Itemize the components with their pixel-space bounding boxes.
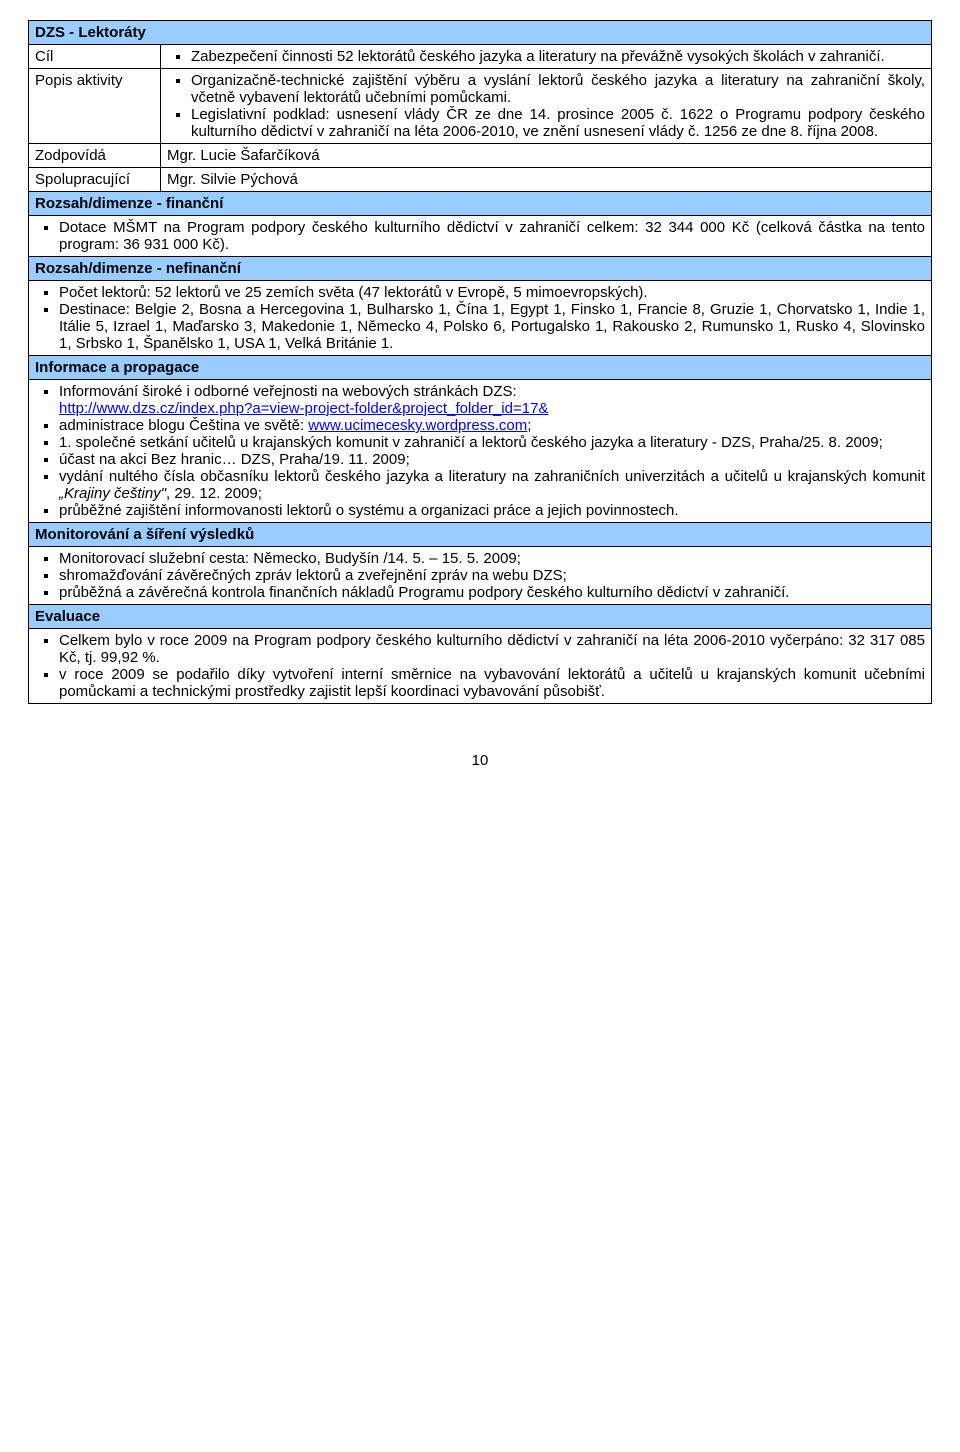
rozsah-nefin-content: Počet lektorů: 52 lektorů ve 25 zemích s… bbox=[29, 281, 932, 356]
spolupracujici-value: Mgr. Silvie Pýchová bbox=[161, 168, 932, 192]
title-cell: DZS - Lektoráty bbox=[29, 21, 932, 45]
eval-item-1: Celkem bylo v roce 2009 na Program podpo… bbox=[59, 632, 925, 666]
info-prop-label: Informace a propagace bbox=[29, 356, 932, 380]
info-prop-content-row: Informování široké i odborné veřejnosti … bbox=[29, 380, 932, 523]
title-row: DZS - Lektoráty bbox=[29, 21, 932, 45]
page-number: 10 bbox=[28, 752, 932, 769]
eval-header: Evaluace bbox=[29, 605, 932, 629]
spolupracujici-row: Spolupracující Mgr. Silvie Pýchová bbox=[29, 168, 932, 192]
rozsah-nefin-item-1: Počet lektorů: 52 lektorů ve 25 zemích s… bbox=[59, 284, 925, 301]
info-prop-header: Informace a propagace bbox=[29, 356, 932, 380]
monit-item-3: průběžná a závěrečná kontrola finančních… bbox=[59, 584, 925, 601]
eval-label: Evaluace bbox=[29, 605, 932, 629]
rozsah-nefin-label: Rozsah/dimenze - nefinanční bbox=[29, 257, 932, 281]
popis-item-2: Legislativní podklad: usnesení vlády ČR … bbox=[191, 106, 925, 140]
info-item-5-italic: „Krajiny češtiny" bbox=[59, 485, 166, 502]
rozsah-fin-content: Dotace MŠMT na Program podpory českého k… bbox=[29, 216, 932, 257]
popis-label: Popis aktivity bbox=[29, 69, 161, 144]
eval-item-2: v roce 2009 se podařilo díky vytvoření i… bbox=[59, 666, 925, 700]
rozsah-nefin-item-2: Destinace: Belgie 2, Bosna a Hercegovina… bbox=[59, 301, 925, 352]
monit-header: Monitorování a šíření výsledků bbox=[29, 523, 932, 547]
info-item-1: Informování široké i odborné veřejnosti … bbox=[59, 383, 925, 417]
dzs-link[interactable]: http://www.dzs.cz/index.php?a=view-proje… bbox=[59, 400, 548, 417]
zodpovida-value: Mgr. Lucie Šafarčíková bbox=[161, 144, 932, 168]
info-prop-content: Informování široké i odborné veřejnosti … bbox=[29, 380, 932, 523]
info-item-2-pre: administrace blogu Čeština ve světě: bbox=[59, 417, 308, 434]
monit-item-1: Monitorovací služební cesta: Německo, Bu… bbox=[59, 550, 925, 567]
monit-content: Monitorovací služební cesta: Německo, Bu… bbox=[29, 547, 932, 605]
rozsah-fin-content-row: Dotace MŠMT na Program podpory českého k… bbox=[29, 216, 932, 257]
zodpovida-row: Zodpovídá Mgr. Lucie Šafarčíková bbox=[29, 144, 932, 168]
monit-label: Monitorování a šíření výsledků bbox=[29, 523, 932, 547]
monit-item-2: shromažďování závěrečných zpráv lektorů … bbox=[59, 567, 925, 584]
document-table: DZS - Lektoráty Cíl Zabezpečení činnosti… bbox=[28, 20, 932, 704]
eval-content: Celkem bylo v roce 2009 na Program podpo… bbox=[29, 629, 932, 704]
popis-item-1: Organizačně-technické zajištění výběru a… bbox=[191, 72, 925, 106]
rozsah-fin-item: Dotace MŠMT na Program podpory českého k… bbox=[59, 219, 925, 253]
info-item-5: vydání nultého čísla občasníku lektorů č… bbox=[59, 468, 925, 502]
zodpovida-label: Zodpovídá bbox=[29, 144, 161, 168]
info-item-5-pre: vydání nultého čísla občasníku lektorů č… bbox=[59, 468, 925, 485]
rozsah-fin-header: Rozsah/dimenze - finanční bbox=[29, 192, 932, 216]
cil-label: Cíl bbox=[29, 45, 161, 69]
cil-row: Cíl Zabezpečení činnosti 52 lektorátů če… bbox=[29, 45, 932, 69]
monit-content-row: Monitorovací služební cesta: Německo, Bu… bbox=[29, 547, 932, 605]
rozsah-fin-label: Rozsah/dimenze - finanční bbox=[29, 192, 932, 216]
spolupracujici-label: Spolupracující bbox=[29, 168, 161, 192]
info-item-4: účast na akci Bez hranic… DZS, Praha/19.… bbox=[59, 451, 925, 468]
rozsah-nefin-content-row: Počet lektorů: 52 lektorů ve 25 zemích s… bbox=[29, 281, 932, 356]
info-item-2-post: ; bbox=[527, 417, 531, 434]
cil-content: Zabezpečení činnosti 52 lektorátů českéh… bbox=[161, 45, 932, 69]
popis-row: Popis aktivity Organizačně-technické zaj… bbox=[29, 69, 932, 144]
info-item-1-text: Informování široké i odborné veřejnosti … bbox=[59, 383, 517, 400]
eval-content-row: Celkem bylo v roce 2009 na Program podpo… bbox=[29, 629, 932, 704]
info-item-5-post: , 29. 12. 2009; bbox=[166, 485, 262, 502]
info-item-2: administrace blogu Čeština ve světě: www… bbox=[59, 417, 925, 434]
info-item-6: průběžné zajištění informovanosti lektor… bbox=[59, 502, 925, 519]
popis-content: Organizačně-technické zajištění výběru a… bbox=[161, 69, 932, 144]
rozsah-nefin-header: Rozsah/dimenze - nefinanční bbox=[29, 257, 932, 281]
cil-item: Zabezpečení činnosti 52 lektorátů českéh… bbox=[191, 48, 925, 65]
ucimecesky-link[interactable]: www.ucimecesky.wordpress.com bbox=[308, 417, 527, 434]
info-item-3: 1. společné setkání učitelů u krajanskýc… bbox=[59, 434, 925, 451]
